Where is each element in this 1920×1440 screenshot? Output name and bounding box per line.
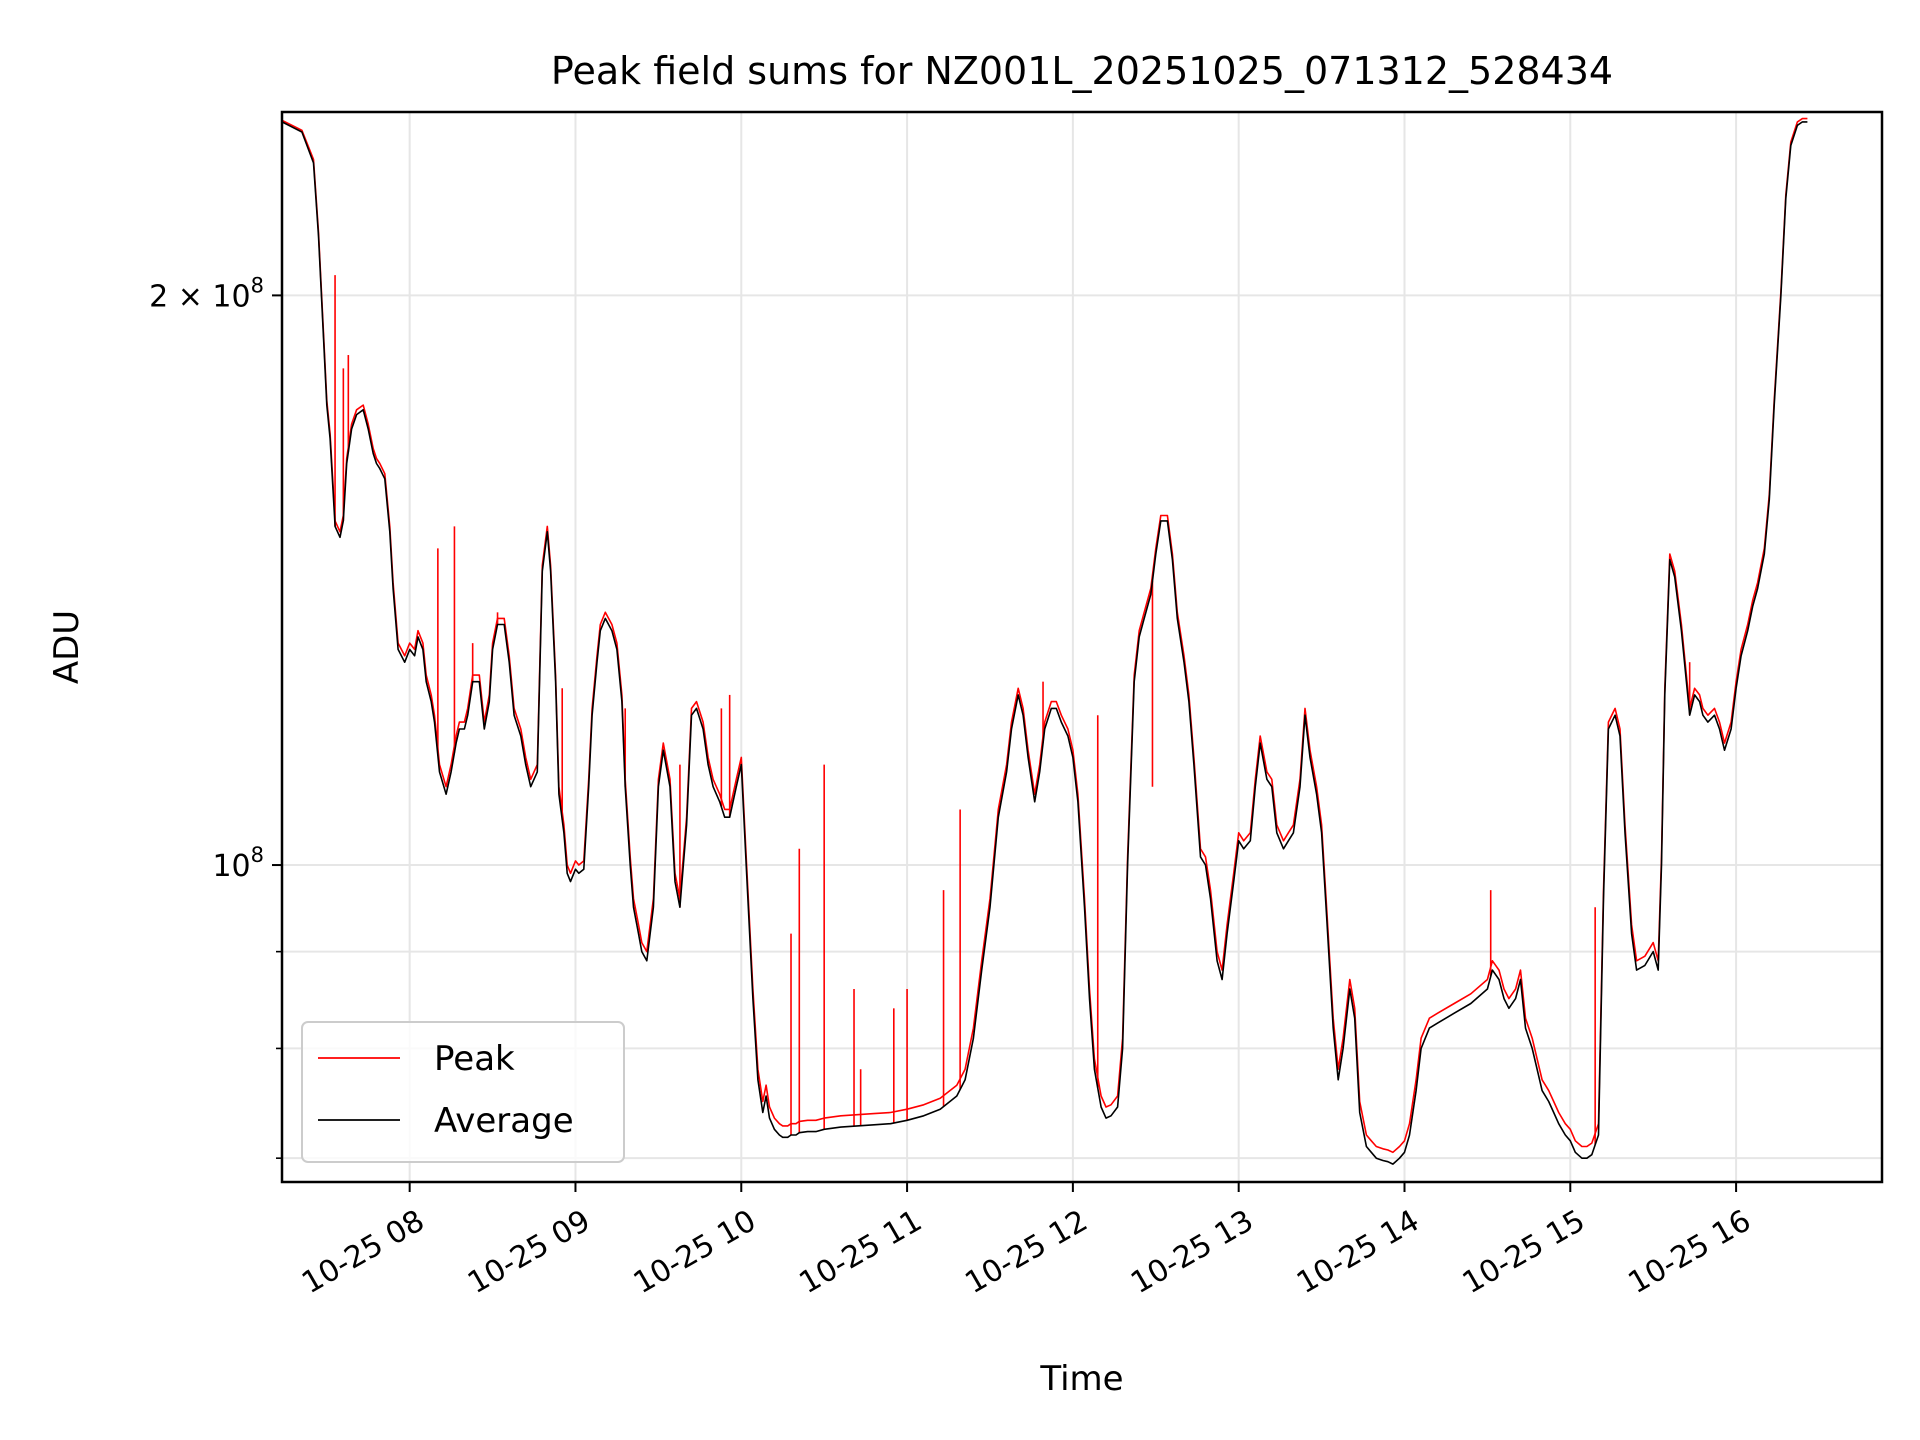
y-tick-label: 2 × 108 [149,273,264,314]
legend-average-label: Average [434,1101,574,1141]
x-ticks-layer: 10-25 08 10-25 09 10-25 10 10-25 11 10-25 12… [296,1182,1757,1301]
legend: Peak Average [301,1021,625,1163]
y-ticks-layer: 108 2 × 108 [149,273,282,1159]
x-tick-label: 10-25 11 [794,1203,928,1301]
plot-frame [280,110,1884,1184]
x-tick-label: 10-25 10 [628,1203,762,1301]
series-layer [281,117,1808,1165]
x-tick-label: 10-25 14 [1291,1203,1425,1301]
x-tick-label: 10-25 08 [296,1203,430,1301]
x-tick-label: 10-25 15 [1457,1203,1591,1301]
y-axis-label: ADU [47,610,87,684]
legend-peak-label: Peak [434,1039,515,1079]
y-tick-label: 108 [212,843,264,884]
spike-layer [334,275,1691,1145]
x-tick-label: 10-25 16 [1623,1203,1757,1301]
x-tick-label: 10-25 09 [462,1203,596,1301]
x-tick-label: 10-25 13 [1125,1203,1259,1301]
series-line-average [281,121,1808,1165]
x-axis-label: Time [1039,1359,1123,1399]
series-line-peak [281,117,1808,1154]
x-tick-label: 10-25 12 [959,1203,1093,1301]
legend-box [301,1021,625,1163]
chart-title: Peak field sums for NZ001L_20251025_0713… [551,49,1613,93]
